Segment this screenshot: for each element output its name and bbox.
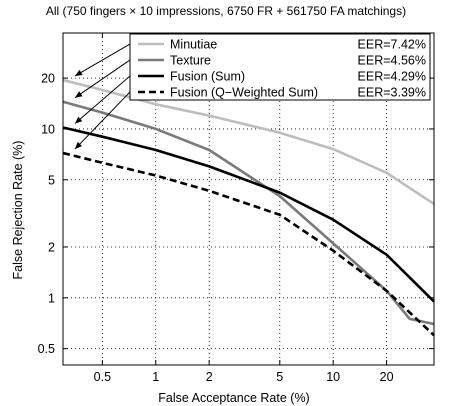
axis-ticks: 0.5 1 2 5 10 20 0.5 1 2 5 10 20: [38, 32, 435, 384]
x-tick-label: 10: [326, 370, 340, 384]
legend-arrow: [74, 91, 131, 150]
series-line-3: [62, 126, 435, 303]
legend-arrow: [74, 59, 131, 99]
legend-eer-label: EER=3.39%: [358, 86, 426, 100]
plot-border: [62, 32, 435, 366]
x-tick-label: 20: [380, 370, 394, 384]
x-tick-label: 1: [152, 370, 159, 384]
legend-arrowhead: [75, 141, 82, 150]
y-axis-title: False Rejection Rate (%): [11, 141, 25, 280]
x-tick-label: 2: [206, 370, 213, 384]
series-line-4: [62, 151, 435, 337]
x-tick-label: 5: [276, 370, 283, 384]
legend-arrowhead: [75, 116, 83, 124]
legend: Minutiae EER=7.42% Texture EER=4.56% Fusion …: [74, 33, 431, 150]
legend-label: Fusion (Sum): [170, 70, 245, 84]
legend-label: Minutiae: [170, 38, 217, 52]
y-tick-label: 1: [48, 291, 55, 305]
legend-arrow: [74, 43, 131, 77]
y-tick-label: 10: [41, 122, 55, 136]
x-tick-label: 0.5: [94, 370, 111, 384]
chart-title: All (750 fingers × 10 impressions, 6750 …: [46, 4, 406, 18]
y-tick-label: 2: [48, 240, 55, 254]
x-axis-title: False Acceptance Rate (%): [158, 391, 309, 405]
legend-arrowhead: [75, 91, 83, 98]
legend-label: Texture: [170, 54, 211, 68]
y-tick-label: 0.5: [38, 342, 55, 356]
legend-arrowhead: [75, 69, 83, 76]
y-tick-label: 5: [48, 173, 55, 187]
legend-box: [129, 33, 431, 101]
legend-eer-label: EER=7.42%: [358, 38, 426, 52]
series-line-2: [62, 100, 435, 326]
legend-label: Fusion (Q−Weighted Sum): [170, 86, 318, 100]
y-tick-label: 20: [41, 72, 55, 86]
grid: [63, 33, 434, 365]
legend-eer-label: EER=4.29%: [358, 70, 426, 84]
legend-arrow: [74, 75, 131, 124]
legend-eer-label: EER=4.56%: [358, 54, 426, 68]
